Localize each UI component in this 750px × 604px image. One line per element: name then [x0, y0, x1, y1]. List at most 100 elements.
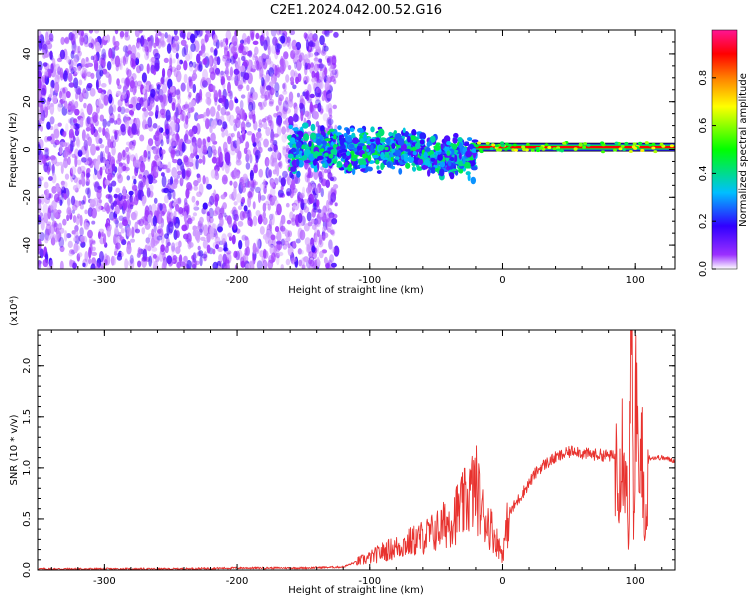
spectrogram-cell — [312, 159, 317, 166]
spectrogram-cell — [62, 141, 68, 147]
spectrogram-cell — [257, 191, 262, 203]
spectrogram-cell — [269, 138, 274, 144]
spectrogram-cell — [296, 59, 302, 71]
spectrogram-cell — [75, 136, 80, 147]
spectrogram-cell — [552, 147, 557, 151]
spectrogram-cell — [311, 77, 317, 83]
spectrogram-cell — [124, 118, 130, 129]
spectrogram-cell — [434, 168, 439, 172]
spectrogram-cell — [258, 213, 263, 220]
spectrogram-cell — [203, 57, 208, 66]
spectrogram-cell — [539, 146, 544, 150]
spectrogram-cell — [183, 60, 188, 71]
spectrogram-cell — [107, 172, 113, 181]
spectrogram-cell — [369, 138, 375, 142]
spectrogram-cell — [194, 260, 200, 266]
spectrogram-cell — [311, 111, 317, 119]
spectrogram-cell — [59, 199, 63, 206]
spectrogram-cell — [99, 57, 105, 67]
spectrogram-cell — [292, 113, 299, 123]
spectrogram-cell — [113, 251, 118, 256]
spectrogram-cell — [150, 88, 156, 98]
spectrogram-cell — [229, 180, 233, 186]
spectrogram-cell — [78, 92, 84, 103]
spectrogram-cell — [347, 166, 353, 172]
spectrogram-cell — [142, 43, 148, 53]
spectrogram-cell — [378, 144, 385, 151]
spectrogram-cell — [196, 225, 201, 230]
spectrogram-cell — [244, 68, 250, 73]
spectrogram-cell — [289, 171, 293, 179]
spectrogram-cell — [122, 55, 126, 66]
colorbar-tick-label: 0.0 — [698, 261, 709, 277]
spectrogram-cell — [225, 214, 229, 221]
spectrogram-cell — [331, 246, 336, 254]
spectrogram-cell — [64, 146, 70, 152]
spectrogram-cell — [282, 170, 288, 179]
spectrogram-cell — [135, 102, 142, 111]
spectrogram-cell — [217, 119, 223, 126]
spectrogram-cell — [206, 183, 213, 190]
spectrogram-cell — [146, 187, 151, 198]
spectrogram-cell — [305, 244, 311, 253]
y-tick-label: 40 — [22, 48, 33, 61]
spectrogram-cell — [131, 226, 135, 239]
spectrogram-cell — [182, 255, 188, 267]
spectrogram-cell — [86, 115, 91, 125]
spectrogram-cell — [351, 168, 356, 176]
spectrogram-cell — [233, 181, 238, 189]
spectrogram-cell — [246, 131, 253, 136]
spectrogram-cell — [304, 62, 308, 71]
spectrogram-cell — [252, 242, 257, 255]
spectrogram-cell — [145, 237, 151, 244]
spectrogram-cell — [66, 55, 70, 64]
spectrogram-cell — [206, 211, 211, 217]
spectrogram-cell — [63, 230, 68, 242]
spectrogram-cell — [60, 163, 64, 175]
spectrogram-cell — [228, 99, 234, 111]
spectrogram-cell — [219, 94, 226, 105]
spectrogram-cell — [238, 178, 245, 186]
spectrogram-cell — [209, 106, 216, 117]
spectrogram-cell — [194, 229, 201, 241]
spectrogram-cell — [69, 249, 75, 255]
spectrogram-cell — [614, 141, 619, 145]
spectrogram-cell — [283, 82, 287, 92]
spectrogram-cell — [169, 200, 173, 211]
spectrogram-cell — [320, 187, 324, 198]
spectrogram-cell — [277, 189, 284, 198]
spectrogram-cell — [63, 70, 68, 82]
spectrogram-cell — [86, 103, 93, 116]
spectrogram-cell — [70, 103, 76, 113]
spectrogram-cell — [59, 49, 66, 60]
spectrogram-cell — [105, 163, 111, 169]
spectrogram-cell — [116, 172, 122, 179]
snr-plot: -300 -200 -100 0 100 0.0 0.5 1.0 1.5 2.0 Height … — [9, 295, 676, 596]
spectrogram-cell — [257, 128, 262, 133]
spectrogram-cell — [230, 55, 236, 65]
spectrogram-cell — [300, 144, 306, 150]
spectrogram-cell — [325, 104, 329, 113]
spectrogram-cell — [66, 207, 72, 216]
spectrogram-cell — [46, 265, 51, 269]
spectrogram-cell — [94, 181, 100, 193]
spectrogram-cell — [287, 230, 293, 238]
spectrogram-cell — [280, 264, 284, 269]
spectrogram-cell — [157, 225, 163, 235]
spectrogram-cell — [331, 228, 336, 237]
spectrogram-cell — [286, 37, 291, 48]
spectrogram-cell — [198, 60, 203, 72]
spectrogram-cell — [307, 51, 311, 59]
spectrogram-cell — [142, 38, 148, 48]
spectrogram-cell — [48, 176, 53, 181]
spectrogram-cell — [244, 235, 249, 241]
spectrogram-cell — [331, 217, 338, 225]
spectrogram-cell — [249, 114, 253, 119]
spectrogram-cell — [94, 119, 99, 127]
spectrogram-cell — [248, 50, 253, 58]
spectrogram-cell — [173, 35, 180, 42]
spectrogram-cell — [221, 174, 228, 185]
spectrogram-cell — [225, 262, 230, 269]
spectrogram-cell — [556, 146, 561, 150]
